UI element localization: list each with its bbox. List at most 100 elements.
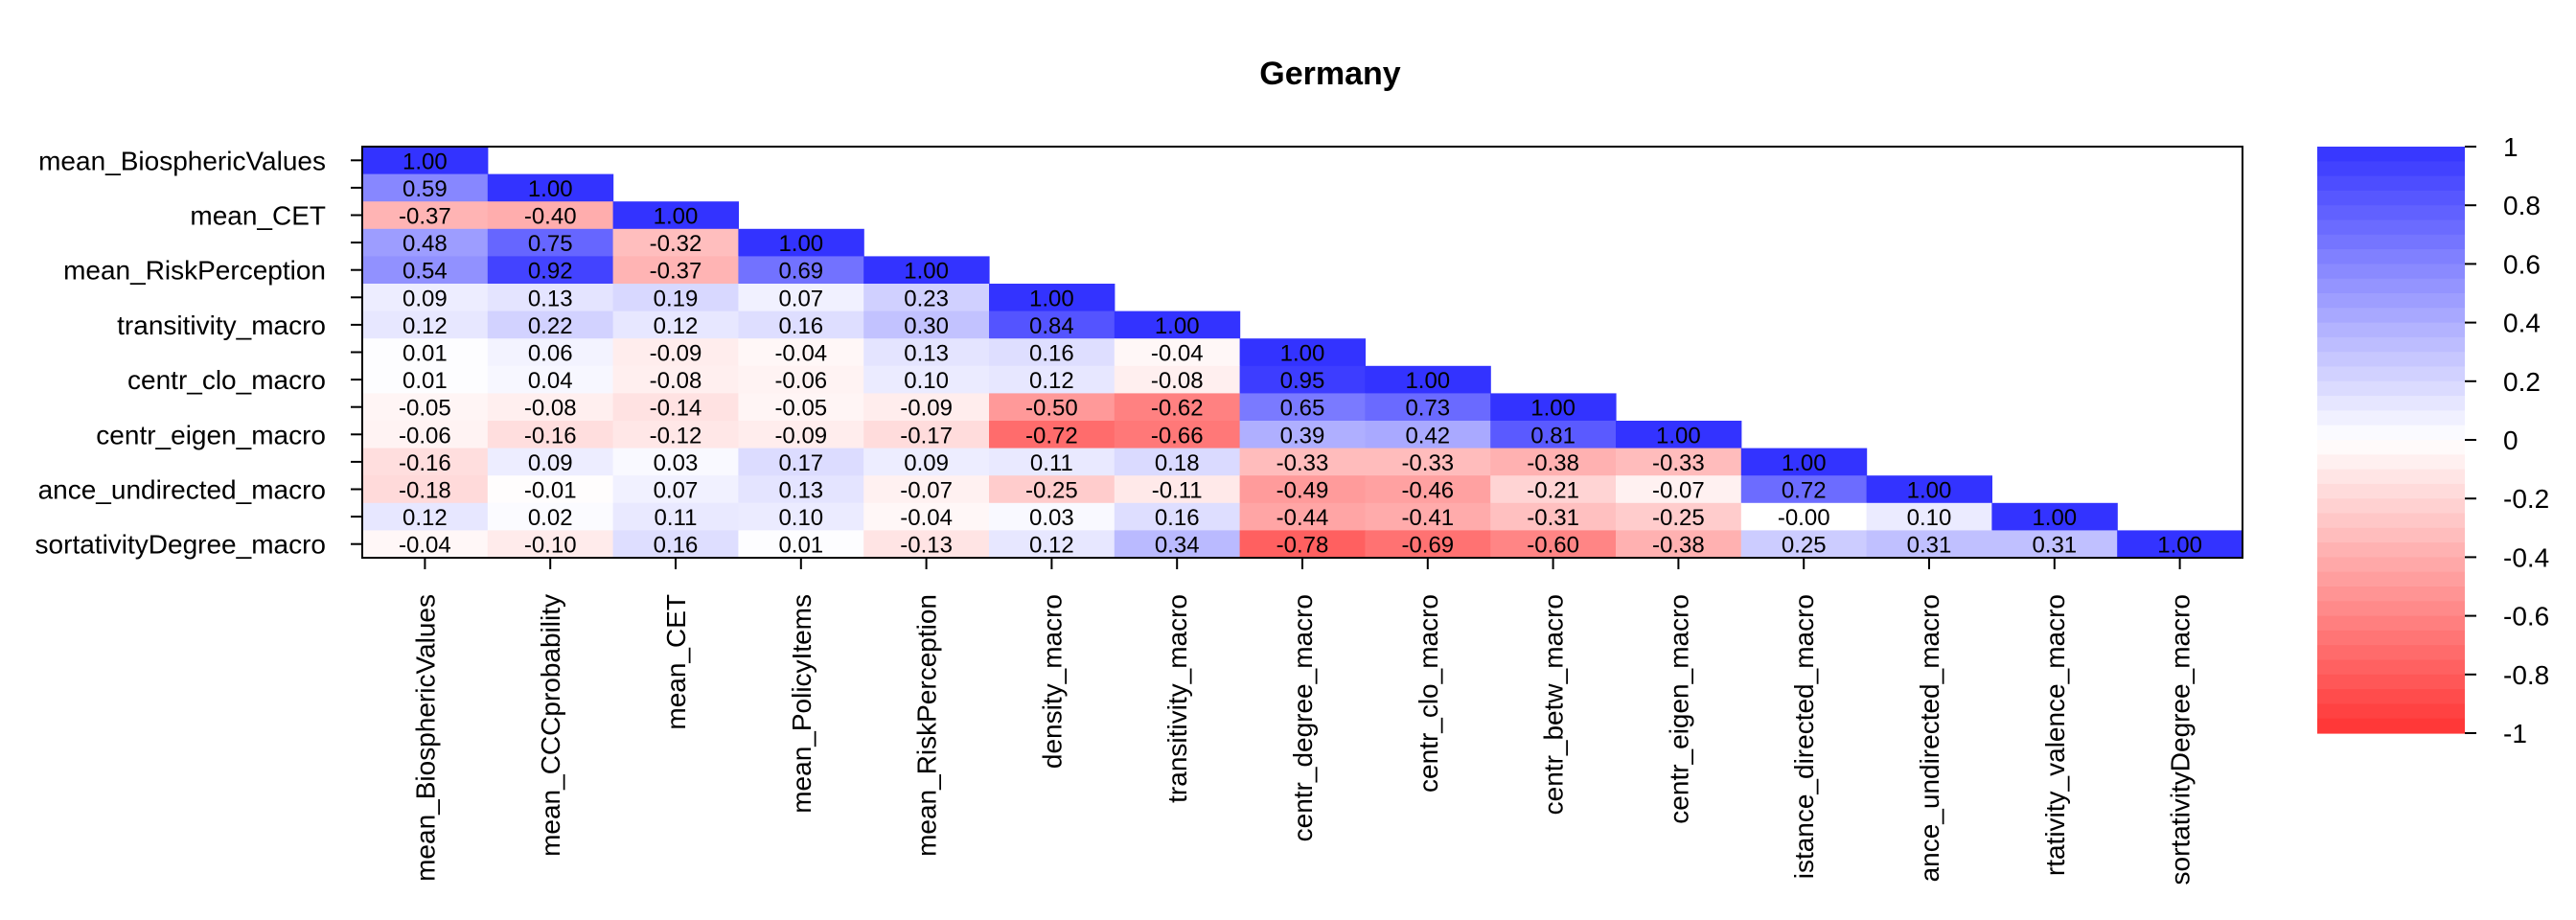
heatmap-cell <box>487 448 614 476</box>
heatmap-cell <box>989 365 1116 394</box>
colorbar-tick-label: -0.8 <box>2503 660 2549 690</box>
colorbar-swatch <box>2317 483 2465 499</box>
heatmap-cell <box>612 310 739 339</box>
colorbar-swatch <box>2317 571 2465 587</box>
heatmap-cell <box>1365 393 1491 422</box>
heatmap-cell <box>612 448 739 476</box>
heatmap-cell <box>1114 365 1241 394</box>
heatmap-cell <box>1866 502 1992 531</box>
cell-value-label: -0.72 <box>1025 423 1078 448</box>
heatmap-cell <box>1490 502 1617 531</box>
column-label: centr_degree_macro <box>1288 594 1318 841</box>
cell-value-label: 0.75 <box>528 231 573 257</box>
heatmap-cell <box>989 475 1116 504</box>
row-label: sortativityDegree_macro <box>35 530 326 560</box>
colorbar-swatch <box>2317 396 2465 411</box>
heatmap-cell <box>1114 393 1241 422</box>
heatmap-cell <box>1239 393 1366 422</box>
heatmap-cell <box>1114 502 1241 531</box>
heatmap-cell <box>612 421 739 449</box>
heatmap-cell <box>738 310 864 339</box>
heatmap-cell <box>1616 475 1742 504</box>
heatmap-cell <box>487 173 614 202</box>
cell-value-label: 0.48 <box>402 231 448 257</box>
colorbar-swatch <box>2317 175 2465 192</box>
cell-value-label: 0.06 <box>528 341 573 367</box>
cell-value-label: -0.07 <box>900 478 953 504</box>
cell-value-label: -0.37 <box>650 259 702 285</box>
column-labels: mean_BiosphericValues mean_CCCprobability… <box>410 558 2196 885</box>
cell-value-label: 0.12 <box>1029 368 1074 394</box>
heatmap-cell <box>1365 365 1491 394</box>
heatmap-cell <box>487 310 614 339</box>
colorbar-swatch <box>2317 425 2465 441</box>
heatmap-cell <box>1616 448 1742 476</box>
heatmap-cell <box>487 502 614 531</box>
heatmap-cell <box>362 530 489 559</box>
cell-value-label: -0.33 <box>1276 450 1329 476</box>
heatmap-cell <box>863 365 990 394</box>
cell-value-label: 0.03 <box>1029 505 1074 531</box>
cell-value-label: 0.22 <box>528 313 573 339</box>
cell-value-label: -0.41 <box>1401 505 1454 531</box>
cell-value-label: -0.32 <box>650 231 702 257</box>
cell-value-label: -0.14 <box>650 396 702 422</box>
cell-value-label: 0.13 <box>904 341 949 367</box>
cell-value-label: 1.00 <box>1280 341 1325 367</box>
cell-value-label: 0.84 <box>1029 313 1074 339</box>
column-label: mean_CET <box>661 594 691 730</box>
cell-value-label: 0.12 <box>654 313 699 339</box>
heatmap-cell <box>989 310 1116 339</box>
colorbar-swatch <box>2317 205 2465 221</box>
row-label: mean_BiosphericValues <box>38 146 326 175</box>
heatmap-cell <box>362 173 489 202</box>
heatmap-cell <box>989 284 1116 312</box>
heatmap-cell <box>738 393 864 422</box>
heatmap-cell <box>612 256 739 285</box>
cell-value-label: 0.69 <box>778 259 823 285</box>
cell-value-label: -0.16 <box>524 423 577 448</box>
row-labels: mean_BiosphericValues mean_CET mean_RiskPe… <box>35 146 362 560</box>
heatmap-cell <box>362 147 489 175</box>
cell-value-label: 0.10 <box>778 505 823 531</box>
heatmap-cell <box>1365 475 1491 504</box>
heatmap-cell <box>612 502 739 531</box>
cell-value-label: 0.01 <box>402 368 448 394</box>
cell-value-label: 0.31 <box>1907 533 1952 559</box>
cell-value-label: 0.16 <box>654 533 699 559</box>
column-label: centr_betw_macro <box>1539 594 1569 815</box>
colorbar-swatch <box>2317 161 2465 177</box>
colorbar-swatch <box>2317 513 2465 529</box>
heatmap-cell <box>487 338 614 367</box>
cell-value-label: -0.37 <box>399 204 451 230</box>
cell-value-label: -0.08 <box>1151 368 1204 394</box>
cell-value-label: 0.95 <box>1280 368 1325 394</box>
column-label: centr_eigen_macro <box>1664 594 1693 824</box>
heatmap-cell <box>612 228 739 257</box>
heatmap-cell <box>2117 530 2243 559</box>
colorbar-swatch <box>2317 454 2465 471</box>
heatmap-cell <box>863 475 990 504</box>
colorbar-swatch <box>2317 557 2465 573</box>
heatmap-cell <box>1239 530 1366 559</box>
heatmap-cell <box>612 530 739 559</box>
heatmap-cell <box>362 338 489 367</box>
heatmap-cell <box>612 475 739 504</box>
cell-value-label: 0.03 <box>654 450 699 476</box>
cell-value-label: 0.65 <box>1280 396 1325 422</box>
cell-value-label: 0.07 <box>778 286 823 311</box>
cell-value-label: 0.10 <box>904 368 949 394</box>
cell-value-label: 0.16 <box>1155 505 1200 531</box>
heatmap-cell <box>863 448 990 476</box>
colorbar-swatch <box>2317 264 2465 280</box>
colorbar-swatch <box>2317 689 2465 704</box>
cell-value-label: -0.13 <box>900 533 953 559</box>
cell-value-label: -0.66 <box>1151 423 1204 448</box>
cell-value-label: 1.00 <box>1029 286 1074 311</box>
heatmap-cell <box>612 201 739 230</box>
heatmap-cell <box>612 393 739 422</box>
colorbar-swatch <box>2317 234 2465 250</box>
cell-value-label: -0.17 <box>900 423 953 448</box>
colorbar-swatch <box>2317 190 2465 206</box>
